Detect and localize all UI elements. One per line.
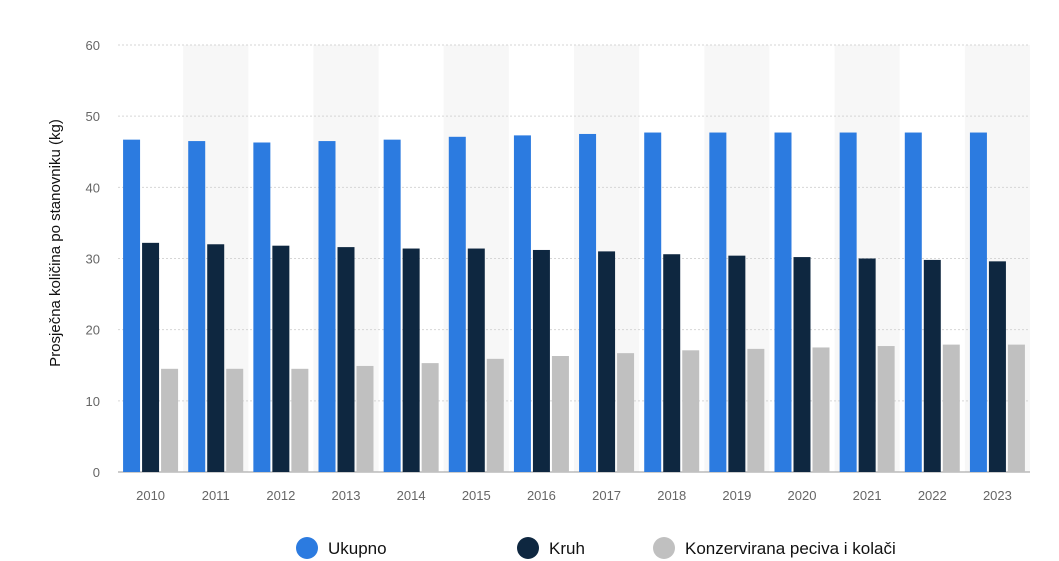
bar-ukupno-2018 bbox=[644, 132, 662, 472]
bar-kruh-2018 bbox=[663, 254, 681, 472]
bar-ukupno-2017 bbox=[579, 133, 597, 473]
legend-label: Kruh bbox=[549, 539, 585, 558]
legend-marker bbox=[296, 537, 318, 559]
bar-konzervirana-2010 bbox=[161, 368, 179, 472]
bars bbox=[123, 132, 1025, 473]
x-tick-label: 2021 bbox=[853, 488, 882, 503]
bar-kruh-2013 bbox=[337, 247, 355, 472]
bar-ukupno-2013 bbox=[318, 141, 336, 472]
bar-kruh-2012 bbox=[272, 245, 290, 472]
bar-kruh-2016 bbox=[532, 249, 550, 472]
bar-ukupno-2021 bbox=[839, 132, 857, 472]
x-tick-label: 2022 bbox=[918, 488, 947, 503]
y-tick-label: 20 bbox=[86, 323, 100, 338]
bar-konzervirana-2023 bbox=[1007, 344, 1025, 472]
bar-ukupno-2020 bbox=[774, 132, 792, 472]
bar-kruh-2022 bbox=[923, 259, 941, 472]
bar-konzervirana-2015 bbox=[486, 358, 504, 472]
y-tick-label: 60 bbox=[86, 38, 100, 53]
x-tick-label: 2011 bbox=[202, 488, 230, 503]
bar-konzervirana-2014 bbox=[421, 363, 439, 472]
bar-kruh-2020 bbox=[793, 257, 811, 472]
bar-konzervirana-2022 bbox=[942, 344, 960, 472]
x-tick-label: 2017 bbox=[592, 488, 621, 503]
bar-kruh-2023 bbox=[988, 261, 1006, 472]
bar-konzervirana-2018 bbox=[682, 350, 700, 472]
bar-kruh-2015 bbox=[467, 248, 485, 472]
x-tick-label: 2012 bbox=[266, 488, 295, 503]
bar-konzervirana-2021 bbox=[877, 346, 895, 472]
y-tick-label: 10 bbox=[86, 394, 100, 409]
bar-konzervirana-2017 bbox=[617, 353, 635, 472]
y-tick-labels: 0 10 20 30 40 50 60 bbox=[86, 38, 100, 480]
bar-ukupno-2010 bbox=[123, 139, 141, 472]
x-tick-label: 2016 bbox=[527, 488, 556, 503]
bar-kruh-2011 bbox=[207, 244, 225, 472]
bar-konzervirana-2019 bbox=[747, 348, 765, 472]
legend-marker bbox=[517, 537, 539, 559]
bar-ukupno-2015 bbox=[448, 136, 466, 472]
bar-kruh-2021 bbox=[858, 258, 876, 472]
bar-konzervirana-2016 bbox=[551, 355, 569, 472]
bar-kruh-2017 bbox=[598, 251, 616, 472]
legend-label: Ukupno bbox=[328, 539, 387, 558]
x-tick-label: 2013 bbox=[332, 488, 361, 503]
bar-ukupno-2012 bbox=[253, 142, 271, 472]
x-tick-labels: 2010 2011 2012 2013 2014 2015 2016 2017 2018 2019… bbox=[136, 488, 1012, 503]
bar-ukupno-2016 bbox=[513, 135, 531, 473]
x-tick-label: 2010 bbox=[136, 488, 165, 503]
bar-konzervirana-2011 bbox=[226, 368, 244, 472]
bar-kruh-2019 bbox=[728, 255, 746, 472]
x-tick-label: 2015 bbox=[462, 488, 491, 503]
bar-konzervirana-2012 bbox=[291, 368, 309, 472]
legend-label: Konzervirana peciva i kolači bbox=[685, 539, 896, 558]
y-tick-label: 50 bbox=[86, 109, 100, 124]
bar-ukupno-2011 bbox=[188, 141, 206, 472]
bar-kruh-2014 bbox=[402, 248, 420, 472]
legend: Ukupno Kruh Konzervirana peciva i kolači bbox=[296, 537, 896, 559]
bar-konzervirana-2013 bbox=[356, 365, 374, 472]
y-tick-label: 30 bbox=[86, 252, 100, 267]
bar-ukupno-2023 bbox=[969, 132, 987, 472]
legend-marker bbox=[653, 537, 675, 559]
x-tick-label: 2014 bbox=[397, 488, 426, 503]
y-tick-label: 40 bbox=[86, 180, 100, 195]
bar-konzervirana-2020 bbox=[812, 347, 830, 472]
bar-ukupno-2014 bbox=[383, 139, 401, 472]
x-tick-label: 2023 bbox=[983, 488, 1012, 503]
bar-ukupno-2022 bbox=[904, 132, 922, 472]
bar-ukupno-2019 bbox=[709, 132, 727, 472]
bar-kruh-2010 bbox=[142, 242, 160, 472]
y-tick-label: 0 bbox=[93, 465, 100, 480]
x-tick-label: 2018 bbox=[657, 488, 686, 503]
x-tick-label: 2019 bbox=[722, 488, 751, 503]
x-tick-label: 2020 bbox=[788, 488, 817, 503]
y-axis-title: Prosječna količina po stanovniku (kg) bbox=[47, 119, 64, 367]
